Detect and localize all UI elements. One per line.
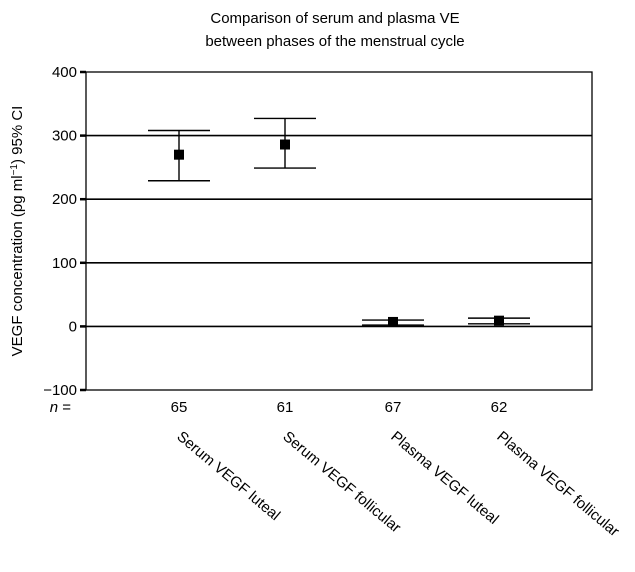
y-axis-ticks: −100 0 100 200 300 400 — [43, 64, 86, 399]
y-axis-label-sup: −1 — [9, 164, 20, 176]
y-tick-label: 100 — [52, 255, 77, 272]
mean-marker — [280, 140, 290, 150]
y-tick-label: 0 — [69, 318, 77, 335]
y-tick-label: 400 — [52, 64, 77, 81]
y-tick-label: −100 — [43, 382, 77, 399]
category-label: Plasma VEGF follicular — [493, 428, 622, 540]
n-row: n = 65 61 67 62 — [50, 399, 508, 416]
category-label: Plasma VEGF luteal — [387, 428, 501, 528]
gridlines — [86, 136, 592, 327]
category-label: Serum VEGF luteal — [173, 428, 283, 524]
y-axis-label-main: VEGF concentration (pg ml — [9, 175, 26, 356]
n-value: 62 — [491, 399, 508, 416]
n-value: 65 — [171, 399, 188, 416]
n-value: 67 — [385, 399, 402, 416]
plot-frame — [86, 72, 592, 390]
n-label-letter: n — [50, 399, 58, 416]
data-marks — [148, 118, 530, 327]
y-axis-label: VEGF concentration (pg ml−1) 95% CI — [9, 106, 27, 357]
n-value: 61 — [277, 399, 294, 416]
category-label: Serum VEGF follicular — [279, 428, 404, 536]
y-tick-label: 200 — [52, 191, 77, 208]
n-label-equals: = — [58, 399, 71, 416]
chart-title-line-1: Comparison of serum and plasma VE — [210, 10, 459, 27]
mean-marker — [388, 317, 398, 327]
y-axis-label-tail: ) 95% CI — [9, 106, 26, 164]
mean-marker — [494, 316, 504, 326]
n-label: n = — [50, 399, 72, 416]
mean-marker — [174, 150, 184, 160]
y-tick-label: 300 — [52, 128, 77, 145]
chart-title-line-2: between phases of the menstrual cycle — [205, 33, 464, 50]
